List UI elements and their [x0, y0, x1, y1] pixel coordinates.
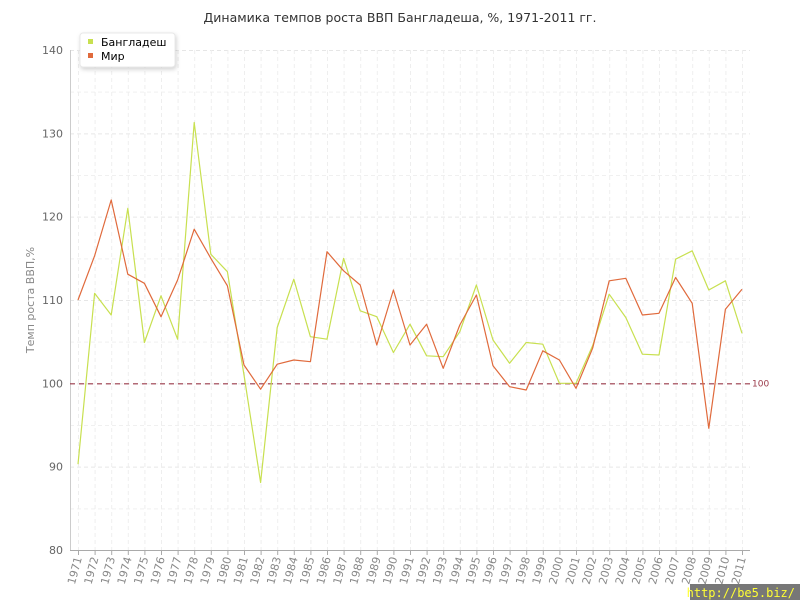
y-tick-label: 140 — [42, 44, 63, 57]
legend-marker — [88, 53, 93, 58]
y-tick-label: 100 — [42, 377, 63, 390]
x-axis-ticks: 1971197219731974197519761977197819791980… — [65, 550, 749, 586]
y-axis-ticks: 80 90 100 110 120 130 140 — [42, 44, 63, 557]
legend-marker — [88, 39, 93, 44]
y-tick-label: 130 — [42, 127, 63, 140]
y-tick-label: 110 — [42, 294, 63, 307]
legend-box — [79, 32, 176, 68]
reference-line: 100 — [70, 379, 769, 389]
watermark: http://be5.biz/ — [687, 584, 800, 600]
series-line-1[interactable] — [77, 121, 743, 484]
series-line-2[interactable] — [77, 199, 743, 429]
series-lines — [77, 121, 743, 484]
y-axis-label: Темп роста ВВП,% — [24, 247, 37, 354]
reference-line-label: 100 — [752, 379, 769, 389]
y-tick-label: 90 — [49, 461, 63, 474]
watermark-text: http://be5.biz/ — [687, 586, 795, 600]
plot-area: 80 90 100 110 120 130 140 19711972197319741975… — [42, 44, 769, 586]
y-tick-label: 120 — [42, 211, 63, 224]
x-tick-label: 2011 — [729, 555, 749, 585]
grid-lines — [70, 50, 750, 550]
chart-title: Динамика темпов роста ВВП Бангладеша, %,… — [204, 10, 597, 25]
y-tick-label: 80 — [49, 544, 63, 557]
legend-label[interactable]: Бангладеш — [101, 36, 166, 49]
legend-label[interactable]: Мир — [101, 50, 125, 63]
watermark-background — [690, 584, 800, 600]
